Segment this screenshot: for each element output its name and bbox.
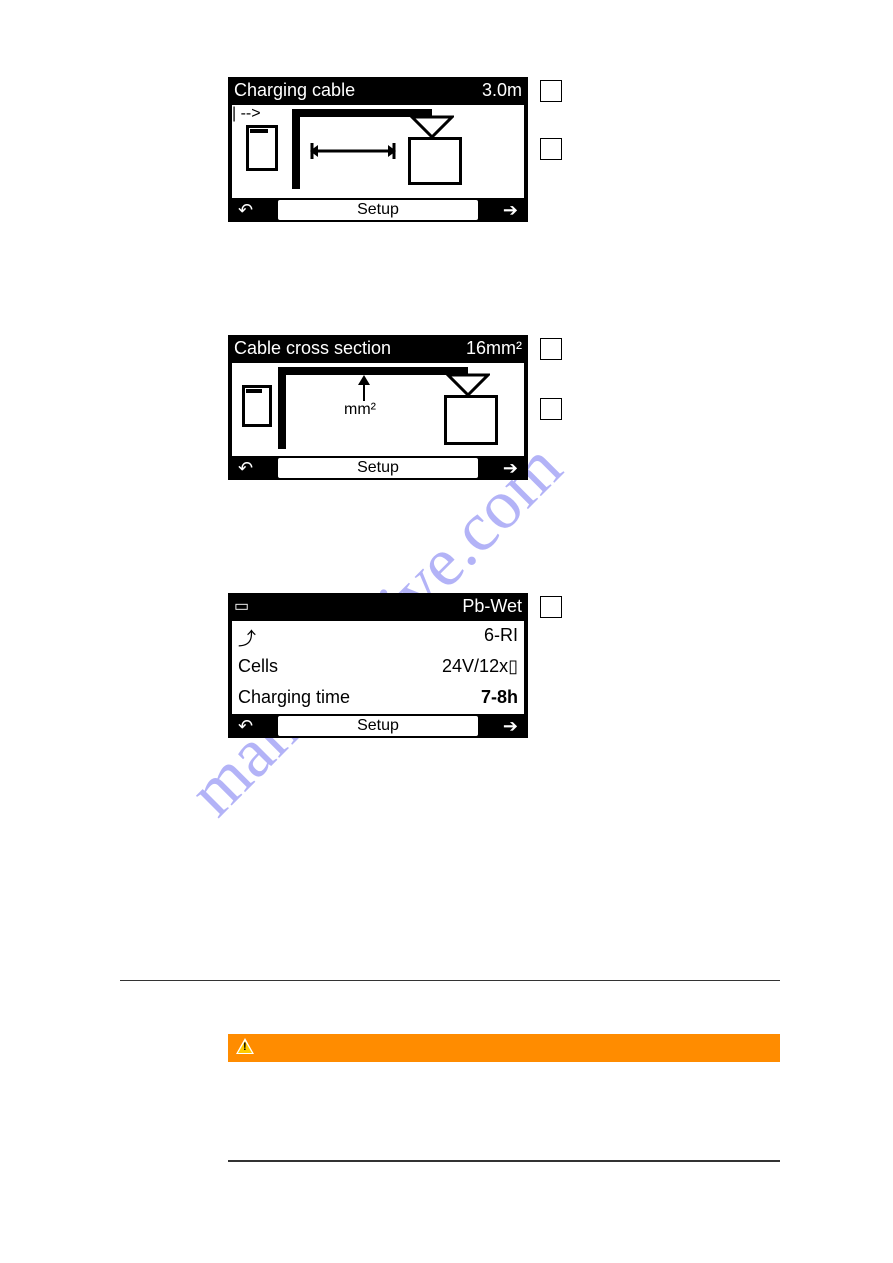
- lcd-screen-cross-section: Cable cross section 16mm² mm²: [228, 335, 528, 480]
- setup-label: Setup: [357, 201, 399, 218]
- mm2-label: mm²: [344, 401, 376, 419]
- lcd-body: | -->: [232, 105, 524, 198]
- checkbox-step-2a[interactable]: [540, 338, 562, 360]
- lcd-screen-battery-info: ▭ Pb-Wet ⤴ 6-RI Cells 24V/12x▯ Charging …: [228, 593, 528, 738]
- row-value: 24V/12x▯: [442, 656, 518, 677]
- warning-bang-icon: !: [243, 1041, 247, 1053]
- next-arrow-icon[interactable]: ➔: [503, 200, 518, 221]
- charger-slot: [250, 129, 268, 133]
- battery-icon: ▭: [234, 596, 249, 616]
- row-value: 7-8h: [481, 687, 518, 708]
- lcd-footer: ↶ Setup ➔: [228, 198, 528, 222]
- screen2-value: 16mm²: [466, 338, 522, 359]
- setup-button[interactable]: Setup: [278, 200, 478, 220]
- setup-button[interactable]: Setup: [278, 716, 478, 736]
- post-line: [292, 109, 300, 189]
- warning-bar: !: [228, 1034, 780, 1062]
- setup-label: Setup: [357, 459, 399, 476]
- next-arrow-icon[interactable]: ➔: [503, 716, 518, 737]
- setup-label: Setup: [357, 717, 399, 734]
- row-value: 6-RI: [484, 625, 518, 646]
- row-label: Charging time: [238, 687, 350, 708]
- curve-icon: ⤴: [238, 625, 256, 651]
- distance-arrows-icon: [310, 141, 396, 161]
- divider-line-bottom: [228, 1160, 780, 1162]
- list-row-charging-time: Charging time 7-8h: [232, 683, 524, 714]
- screen1-value: 3.0m: [482, 80, 522, 101]
- charger-slot: [246, 389, 262, 393]
- battery-pictogram: [408, 137, 462, 185]
- up-arrow-icon: [356, 375, 372, 401]
- lcd-header: ▭ Pb-Wet: [228, 593, 528, 621]
- post-line: [278, 367, 286, 449]
- checkbox-step-1b[interactable]: [540, 138, 562, 160]
- checkbox-step-2b[interactable]: [540, 398, 562, 420]
- undo-arrow-icon[interactable]: ↶: [238, 458, 253, 479]
- checkbox-step-1a[interactable]: [540, 80, 562, 102]
- screen2-title: Cable cross section: [234, 338, 391, 359]
- next-arrow-icon[interactable]: ➔: [503, 458, 518, 479]
- lcd-header: Cable cross section 16mm²: [228, 335, 528, 363]
- divider-line: [120, 980, 780, 981]
- row-label: Cells: [238, 656, 278, 677]
- lcd-list: ⤴ 6-RI Cells 24V/12x▯ Charging time 7-8h: [232, 621, 524, 714]
- lcd-header: Charging cable 3.0m: [228, 77, 528, 105]
- undo-arrow-icon[interactable]: ↶: [238, 200, 253, 221]
- battery-pictogram: [444, 395, 498, 445]
- undo-arrow-icon[interactable]: ↶: [238, 716, 253, 737]
- list-row-curve: ⤴ 6-RI: [232, 621, 524, 652]
- page: manualshive.com Charging cable 3.0m | --…: [0, 0, 893, 1263]
- lcd-footer: ↶ Setup ➔: [228, 456, 528, 480]
- cable-top-line: [278, 367, 468, 375]
- setup-button[interactable]: Setup: [278, 458, 478, 478]
- list-row-cells: Cells 24V/12x▯: [232, 652, 524, 683]
- screen1-title: Charging cable: [234, 80, 355, 101]
- screen3-title: Pb-Wet: [462, 596, 522, 617]
- checkbox-step-3[interactable]: [540, 596, 562, 618]
- lcd-footer: ↶ Setup ➔: [228, 714, 528, 738]
- lcd-screen-charging-cable: Charging cable 3.0m | -->: [228, 77, 528, 222]
- lcd-body: mm²: [232, 363, 524, 456]
